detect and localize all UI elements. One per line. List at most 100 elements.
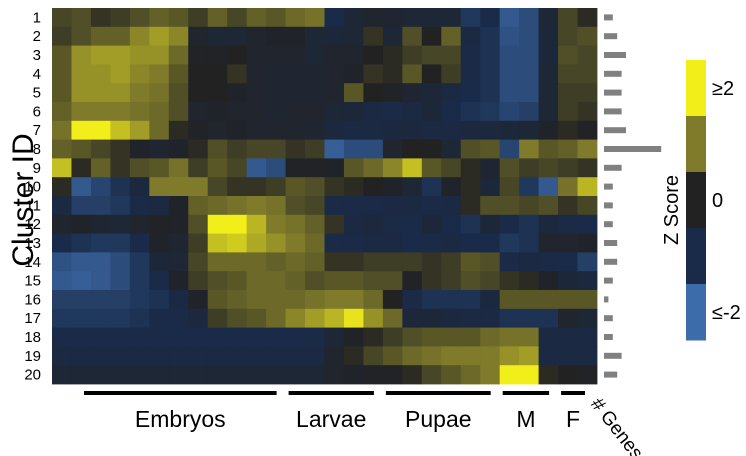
heatmap-cell xyxy=(480,102,501,122)
heatmap-cell xyxy=(460,365,481,385)
heatmap-cell xyxy=(363,102,384,122)
gene-count-bar xyxy=(604,164,622,171)
heatmap-cell xyxy=(188,233,209,253)
row-label: 19 xyxy=(24,348,41,365)
heatmap-cell xyxy=(129,26,150,46)
group-label: Embryos xyxy=(135,406,226,432)
heatmap-cell xyxy=(558,290,578,310)
heatmap-cell xyxy=(110,233,131,253)
heatmap-cell xyxy=(207,346,228,366)
colorbar: ≥2 0 ≤-2 xyxy=(686,60,741,341)
heatmap-cell xyxy=(168,346,189,366)
heatmap-cell xyxy=(149,365,170,385)
heatmap-cell xyxy=(71,83,92,103)
heatmap-cell xyxy=(227,214,248,234)
heatmap-cell xyxy=(382,308,403,328)
heatmap-cell xyxy=(441,102,462,122)
heatmap-cell xyxy=(90,8,111,28)
heatmap-cell xyxy=(285,45,306,65)
heatmap-cell xyxy=(421,64,442,84)
heatmap-cell xyxy=(402,290,423,310)
heatmap-cell xyxy=(246,45,267,65)
heatmap-cell xyxy=(227,252,248,272)
heatmap-cell xyxy=(480,45,501,65)
heatmap-cell xyxy=(168,252,189,272)
heatmap-cell xyxy=(246,327,267,347)
row-label: 13 xyxy=(24,235,41,252)
heatmap-cell xyxy=(343,252,364,272)
heatmap-cell xyxy=(343,83,364,103)
heatmap-cell xyxy=(266,252,286,272)
heatmap-cell xyxy=(324,8,345,28)
heatmap-cell xyxy=(266,365,286,385)
heatmap-cell xyxy=(266,214,286,234)
heatmap-cell xyxy=(227,271,248,291)
heatmap-cell xyxy=(441,8,462,28)
heatmap-cell xyxy=(421,26,442,46)
heatmap-cell xyxy=(149,271,170,291)
heatmap-cell xyxy=(538,214,559,234)
heatmap-cell xyxy=(266,346,286,366)
heatmap-cell xyxy=(499,214,520,234)
heatmap-cell xyxy=(188,102,209,122)
gene-count-bar xyxy=(604,277,613,284)
heatmap-cell xyxy=(110,45,131,65)
heatmap-cell xyxy=(441,26,462,46)
heatmap-cell xyxy=(227,308,248,328)
gene-count-bar xyxy=(604,202,613,209)
heatmap-cell xyxy=(246,158,267,178)
heatmap-cell xyxy=(499,365,520,385)
heatmap-cell xyxy=(110,365,131,385)
heatmap-cell xyxy=(188,64,209,84)
heatmap-cell xyxy=(402,26,423,46)
heatmap-cell xyxy=(227,158,248,178)
heatmap-cell xyxy=(168,120,189,140)
heatmap-cell xyxy=(382,158,403,178)
heatmap-cell xyxy=(110,271,131,291)
heatmap-cell xyxy=(129,327,150,347)
heatmap-cell xyxy=(188,308,209,328)
heatmap-cell xyxy=(421,45,442,65)
heatmap-cell xyxy=(480,290,501,310)
heatmap-cell xyxy=(577,365,598,385)
row-label: 16 xyxy=(24,291,41,308)
heatmap-cell xyxy=(480,83,501,103)
row-label: 8 xyxy=(33,141,41,158)
heatmap-cell xyxy=(168,64,189,84)
heatmap-cell xyxy=(441,196,462,216)
heatmap-cell xyxy=(266,45,286,65)
heatmap-cell xyxy=(324,26,345,46)
heatmap-cell xyxy=(246,214,267,234)
heatmap-cell xyxy=(324,158,345,178)
heatmap-cell xyxy=(538,233,559,253)
heatmap-cell xyxy=(460,271,481,291)
heatmap-cell xyxy=(266,8,286,28)
heatmap-cell xyxy=(305,365,325,385)
heatmap-cell xyxy=(110,64,131,84)
heatmap-cell xyxy=(207,308,228,328)
heatmap-cell xyxy=(168,196,189,216)
heatmap-cell xyxy=(110,196,131,216)
heatmap-cell xyxy=(266,177,286,197)
heatmap-cell xyxy=(421,196,442,216)
heatmap-cell xyxy=(538,252,559,272)
heatmap-cell xyxy=(149,158,170,178)
heatmap-cell xyxy=(538,8,559,28)
heatmap-cell xyxy=(110,120,131,140)
heatmap-cell xyxy=(480,233,501,253)
heatmap-cell xyxy=(382,346,403,366)
heatmap-cell xyxy=(188,346,209,366)
heatmap-cell xyxy=(402,139,423,159)
heatmap-cell xyxy=(227,45,248,65)
genes-label: # Genes xyxy=(586,394,647,456)
heatmap-cell xyxy=(71,64,92,84)
heatmap-cell xyxy=(421,308,442,328)
heatmap-cell xyxy=(538,120,559,140)
heatmap-cell xyxy=(382,8,403,28)
gene-count-bar xyxy=(604,183,613,190)
heatmap-cell xyxy=(421,346,442,366)
heatmap-cell xyxy=(363,64,384,84)
heatmap-cell xyxy=(421,252,442,272)
heatmap-cell xyxy=(519,139,539,159)
heatmap-cell xyxy=(285,83,306,103)
